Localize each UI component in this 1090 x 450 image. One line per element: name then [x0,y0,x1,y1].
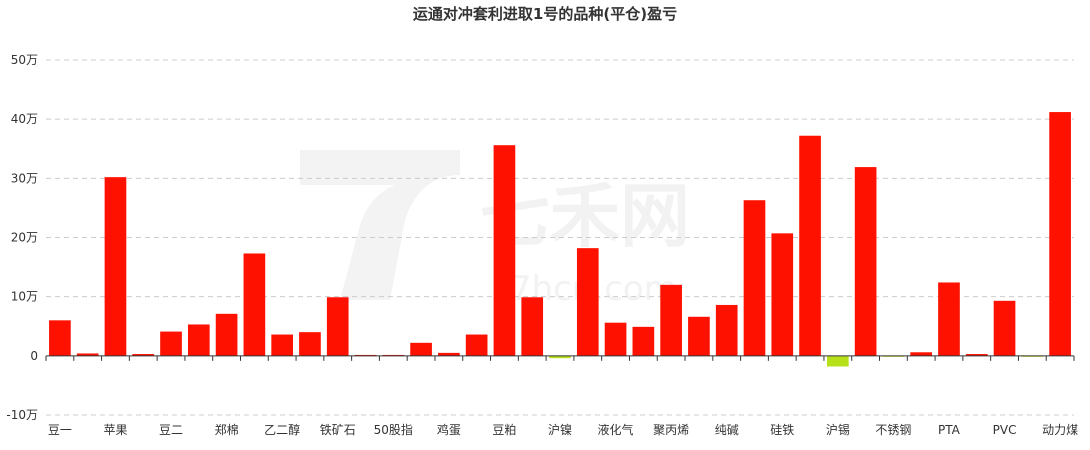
bar [243,253,266,356]
bar [299,332,321,356]
bar [549,355,571,359]
x-tick-label: 硅铁 [770,423,794,437]
bar [410,342,432,356]
y-tick-label: 50万 [11,53,38,67]
bar [493,145,516,356]
bar [160,331,182,356]
bar [854,167,877,356]
x-tick-label: 不锈钢 [875,423,911,437]
x-tick-label: 聚丙烯 [653,423,689,437]
bar [132,354,155,356]
x-tick-label: 郑棉 [215,422,239,437]
bar [632,326,655,356]
x-tick-label: 豆粕 [492,422,516,437]
bar [604,322,627,356]
x-tick-label: 豆二 [159,423,183,437]
y-axis-ticks: -10万 0 10万 20万 30万 40万 50万 [6,53,38,422]
bar [49,320,71,356]
bar [688,316,710,356]
y-tick-label: 30万 [11,171,38,185]
bar [743,200,766,356]
bar [715,304,738,356]
bar [215,313,238,356]
x-tick-label: 纯碱 [715,423,739,437]
bar [576,248,599,356]
x-tick-label: 豆一 [48,423,72,437]
bar [1049,112,1071,356]
bar [521,297,544,356]
x-tick-label: 沪锡 [826,422,850,437]
y-tick-label: 40万 [11,112,38,126]
y-tick-label: -10万 [6,408,38,422]
x-axis-ticks: 豆一 苹果 豆二 郑棉 乙二醇 铁矿石 50股指 鸡蛋 豆粕 沪镍 液化气 聚丙烯 纯碱 硅铁 沪锡 不锈钢 P… [48,422,1078,437]
bar [438,352,460,356]
x-tick-label: 50股指 [374,422,413,437]
x-tick-label: 乙二醇 [264,422,300,437]
chart-title: 运通对冲套利进取1号的品种(平仓)盈亏 [413,5,677,23]
bar [993,300,1016,356]
x-tick-label: PTA [938,423,961,437]
y-tick-label: 10万 [11,290,38,304]
x-tick-label: 铁矿石 [320,423,356,437]
bar [771,233,794,356]
y-tick-label: 20万 [11,231,38,245]
bar [799,135,821,356]
x-tick-label: 动力煤 [1042,423,1078,437]
bar [827,355,849,367]
y-tick-label: 0 [30,349,38,363]
bar [910,352,933,356]
x-tick-label: 液化气 [598,422,634,437]
bar [104,177,127,356]
bar [465,334,488,356]
bar [76,353,99,356]
x-tick-label: 沪镍 [548,423,572,437]
grid-lines [46,59,1074,416]
x-tick-label: 鸡蛋 [437,422,461,437]
watermark-logo [300,150,460,300]
x-axis [45,355,1075,361]
x-tick-label: 苹果 [103,423,127,437]
bar [187,324,210,356]
bar [938,282,960,356]
bar [326,297,349,356]
bar [965,354,988,356]
x-tick-label: PVC [993,423,1017,437]
bars [49,112,1071,367]
bar [271,334,293,356]
bar [660,284,682,356]
